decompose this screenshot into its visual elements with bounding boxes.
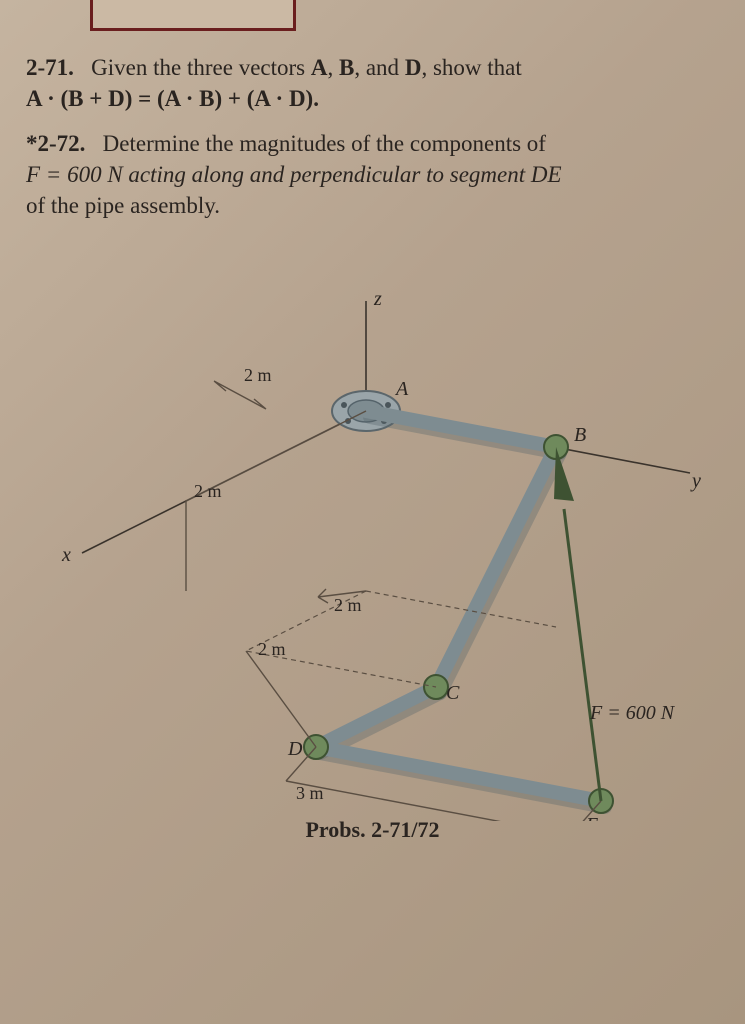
label-C: C: [446, 682, 460, 704]
sep2: , and: [354, 55, 404, 80]
bolt-icon: [341, 402, 347, 408]
dim-arrow: [214, 381, 266, 409]
ext-line: [246, 411, 366, 471]
axis-label-y: y: [690, 470, 701, 492]
vector-D: D: [405, 55, 422, 80]
figure-caption: Probs. 2-71/72: [26, 817, 719, 843]
pipe-assembly-figure: z x y: [26, 241, 719, 821]
dim-3m: 3 m: [296, 783, 324, 803]
problem-2-71: 2-71. Given the three vectors A, B, and …: [26, 52, 719, 114]
pipe-shadow: [320, 693, 440, 753]
problem-number: 2-71.: [26, 55, 74, 80]
header-frame-fragment: [90, 0, 296, 31]
axis-label-x: x: [61, 544, 71, 566]
dim-2m-d: 2 m: [258, 639, 286, 659]
force-line: [564, 509, 601, 801]
p271-text-a: Given the three vectors: [91, 55, 311, 80]
pipe-BC: [436, 447, 556, 687]
p271-text-b: , show that: [421, 55, 521, 80]
textbook-page: 2-71. Given the three vectors A, B, and …: [0, 0, 745, 1024]
segment-DE: DE: [531, 162, 562, 187]
dim-2m-b: 2 m: [194, 481, 222, 501]
problem-2-72: *2-72. Determine the magnitudes of the c…: [26, 128, 719, 221]
vector-B: B: [339, 55, 354, 80]
axis-label-z: z: [373, 288, 382, 310]
pipe-CD: [316, 687, 436, 747]
vector-A: A: [311, 55, 328, 80]
ext-line-cd: [246, 651, 316, 747]
p272-text-a: Determine the magnitudes of the componen…: [103, 131, 546, 156]
pipe-AB: [366, 411, 556, 447]
problem-number: *2-72.: [26, 131, 85, 156]
problem-text-block: 2-71. Given the three vectors A, B, and …: [26, 52, 719, 221]
label-D: D: [287, 738, 303, 760]
sep1: ,: [328, 55, 340, 80]
force-label: F = 600 N: [589, 702, 676, 724]
figure-wrap: z x y: [26, 241, 719, 861]
pipe-DE: [316, 747, 601, 801]
p272-text-b: of the pipe assembly.: [26, 193, 220, 218]
dim-2m-c: 2 m: [334, 595, 362, 615]
label-B: B: [574, 424, 586, 446]
label-A: A: [394, 378, 409, 400]
p272-eq-line: F = 600 N acting along and perpendicular…: [26, 162, 531, 187]
dim-2m-a: 2 m: [244, 365, 272, 385]
bolt-icon: [385, 402, 391, 408]
p271-equation: A · (B + D) = (A · B) + (A · D).: [26, 86, 319, 111]
